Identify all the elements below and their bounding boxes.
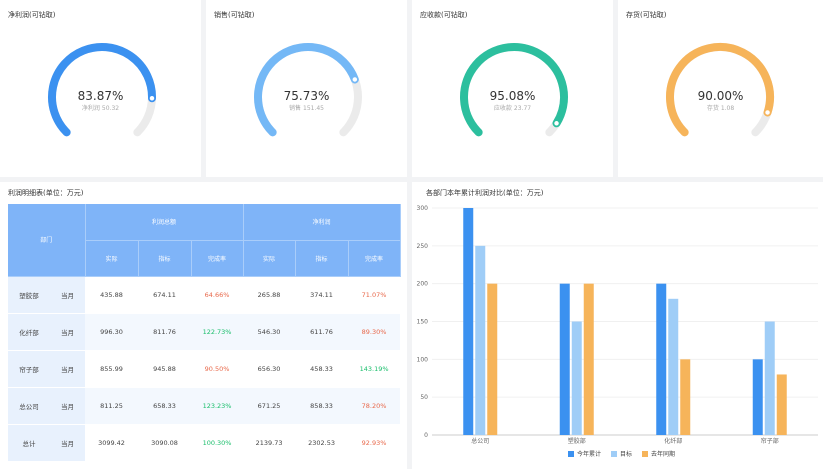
value-cell: 674.11	[138, 276, 192, 314]
table-row[interactable]: 帘子部 当月 855.99 945.88 90.50% 656.30 458.33 143.1…	[8, 350, 401, 388]
gauge-handle	[351, 75, 359, 84]
value-cell: 656.30	[243, 350, 296, 388]
group-header-gross: 利润总额	[85, 204, 244, 241]
gauge-percent: 90.00%	[697, 89, 744, 103]
value-cell: 2139.73	[243, 424, 296, 462]
value-cell: 996.30	[85, 313, 139, 351]
sub-header: 实际	[85, 240, 139, 277]
gauge-percent: 95.08%	[489, 89, 536, 103]
value-cell: 143.19%	[348, 350, 401, 388]
gauge-title: 销售(可钻取)	[214, 11, 255, 19]
gauge-subtext: 存货 1.08	[706, 105, 735, 112]
gauge-progress	[666, 43, 774, 137]
value-cell: 71.07%	[348, 276, 401, 314]
dept-cell: 总公司	[8, 387, 50, 425]
legend-swatch	[568, 450, 574, 457]
value-cell: 92.93%	[348, 424, 401, 462]
gauge-subtext: 销售 151.45	[288, 105, 324, 112]
gauge-percent: 83.87%	[77, 89, 124, 103]
value-cell: 265.88	[243, 276, 296, 314]
value-cell: 89.30%	[348, 313, 401, 351]
table-row[interactable]: 化纤部 当月 996.30 811.76 122.73% 546.30 611.76 89.3…	[8, 313, 401, 351]
table-row[interactable]: 总公司 当月 811.25 658.33 123.23% 671.25 858.33 78.2…	[8, 387, 401, 425]
table-row[interactable]: 塑胶部 当月 435.88 674.11 64.66% 265.88 374.11 71.07…	[8, 276, 401, 314]
period-cell: 当月	[50, 350, 86, 388]
sub-header: 完成率	[191, 240, 244, 277]
table-title: 利润明细表(单位：万元)	[8, 189, 84, 197]
sub-header: 完成率	[348, 240, 401, 277]
gauge-progress	[254, 43, 359, 137]
value-cell: 458.33	[295, 350, 349, 388]
gauge-handle	[148, 94, 156, 103]
value-cell: 2302.53	[295, 424, 349, 462]
group-header-net: 净利润	[243, 204, 401, 241]
gauge-card-profit[interactable]: 净利润(可钻取) 83.87% 净利润 50.32	[0, 0, 201, 177]
gauge-subtext: 应收款 23.77	[493, 105, 532, 112]
chart-title: 各部门本年累计利润对比(单位：万元)	[426, 189, 544, 197]
gauge-ring	[460, 43, 568, 137]
period-cell: 当月	[50, 276, 86, 314]
profit-table: 部门 利润总额 净利润 实际 指标 完成率 实际 指标 完成率 塑胶部 当月 435…	[8, 204, 401, 462]
sub-header: 实际	[243, 240, 296, 277]
gauge-ring	[666, 43, 774, 137]
legend-label: 今年累计	[577, 451, 602, 458]
value-cell: 546.30	[243, 313, 296, 351]
value-cell: 435.88	[85, 276, 139, 314]
dept-header: 部门	[8, 204, 86, 277]
value-cell: 90.50%	[191, 350, 244, 388]
sub-header: 指标	[295, 240, 349, 277]
legend-swatch	[611, 450, 618, 457]
value-cell: 611.76	[295, 313, 349, 351]
period-cell: 当月	[50, 424, 86, 462]
value-cell: 811.76	[138, 313, 192, 351]
value-cell: 671.25	[243, 387, 296, 425]
value-cell: 658.33	[138, 387, 192, 425]
value-cell: 3099.42	[85, 424, 139, 462]
chart-legend: 今年累计 目标 去年同期	[568, 449, 685, 459]
gauge-handle	[763, 108, 772, 117]
legend-item[interactable]: 今年累计	[568, 449, 601, 458]
period-cell: 当月	[50, 387, 86, 425]
gauge-progress	[460, 43, 568, 137]
gauge-progress	[48, 43, 156, 137]
gauge-percent: 75.73%	[283, 89, 330, 103]
table-row[interactable]: 总计 当月 3099.42 3090.08 100.30% 2139.73 2302.53 9…	[8, 424, 401, 462]
value-cell: 374.11	[295, 276, 349, 314]
sub-header: 指标	[138, 240, 192, 277]
gauge-ring	[254, 43, 362, 137]
value-cell: 64.66%	[191, 276, 244, 314]
bar-chart-card: 各部门本年累计利润对比(单位：万元)	[412, 182, 823, 469]
gauge-card-receivables[interactable]: 应收款(可钻取) 95.08% 应收款 23.77	[412, 0, 613, 177]
value-cell: 858.33	[295, 387, 349, 425]
value-cell: 855.99	[85, 350, 139, 388]
value-cell: 100.30%	[191, 424, 244, 462]
gauge-title: 应收款(可钻取)	[420, 11, 468, 19]
gauge-title: 净利润(可钻取)	[8, 11, 56, 19]
gauge-handle	[552, 119, 561, 128]
period-cell: 当月	[50, 313, 86, 351]
legend-label: 去年同期	[651, 451, 676, 458]
dept-cell: 塑胶部	[8, 276, 50, 314]
value-cell: 123.23%	[191, 387, 244, 425]
gauge-title: 存货(可钻取)	[626, 11, 667, 19]
dept-cell: 总计	[8, 424, 50, 462]
dept-cell: 化纤部	[8, 313, 50, 351]
profit-table-card: 利润明细表(单位：万元) 部门 利润总额 净利润 实际 指标 完成率 实际 指标…	[0, 182, 407, 469]
legend-label: 目标	[620, 451, 633, 458]
legend-item[interactable]: 去年同期	[642, 449, 675, 458]
gauge-ring	[48, 43, 156, 137]
gauge-card-sales[interactable]: 销售(可钻取) 75.73% 销售 151.45	[206, 0, 407, 177]
gauge-subtext: 净利润 50.32	[81, 105, 120, 112]
value-cell: 811.25	[85, 387, 139, 425]
value-cell: 945.88	[138, 350, 192, 388]
value-cell: 3090.08	[138, 424, 192, 462]
gauge-card-inventory[interactable]: 存货(可钻取) 90.00% 存货 1.08	[618, 0, 823, 177]
legend-item[interactable]: 目标	[611, 449, 632, 458]
legend-swatch	[642, 450, 649, 457]
value-cell: 78.20%	[348, 387, 401, 425]
dept-cell: 帘子部	[8, 350, 50, 388]
value-cell: 122.73%	[191, 313, 244, 351]
